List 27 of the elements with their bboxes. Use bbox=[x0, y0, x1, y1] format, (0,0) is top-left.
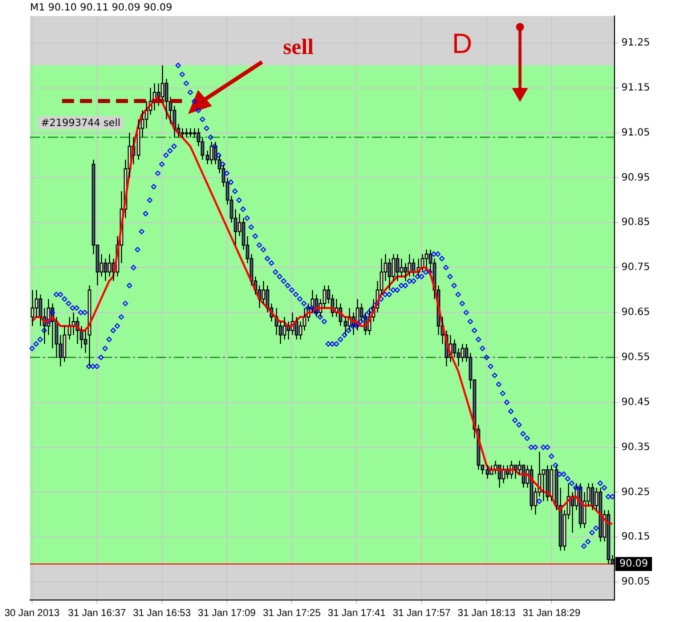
x-tick-label: 31 Jan 17:09 bbox=[198, 608, 256, 619]
x-tick-label: 31 Jan 16:53 bbox=[132, 608, 192, 619]
y-tick-label: 90.85 bbox=[621, 217, 650, 228]
y-tick-label: 91.15 bbox=[621, 82, 650, 94]
annotation: sell bbox=[283, 34, 314, 60]
x-tick-label: 31 Jan 16:37 bbox=[68, 608, 126, 619]
chart-title: M1 90.10 90.11 90.09 90.09 bbox=[30, 2, 172, 14]
x-tick-label: 31 Jan 17:57 bbox=[392, 608, 451, 619]
y-tick-label: 90.65 bbox=[621, 307, 650, 318]
y-tick-label: 90.05 bbox=[621, 576, 650, 588]
y-tick-label: 91.05 bbox=[621, 127, 650, 138]
y-tick-label: 90.35 bbox=[621, 442, 650, 453]
y-tick-label: 90.25 bbox=[621, 486, 650, 498]
x-tick-label: 31 Jan 17:41 bbox=[328, 608, 386, 619]
y-tick-label: 90.55 bbox=[621, 352, 650, 364]
ref-line-label: #21993744 sell bbox=[41, 118, 120, 129]
x-tick-label: 31 Jan 18:29 bbox=[522, 608, 581, 619]
annotation: D bbox=[452, 28, 472, 60]
x-tick-label: 30 Jan 2013 bbox=[4, 608, 60, 619]
y-tick-label: 90.95 bbox=[621, 172, 650, 184]
y-tick-label: 91.25 bbox=[621, 38, 650, 49]
y-tick-label: 90.75 bbox=[621, 262, 650, 274]
ref-line-label: 90.09 bbox=[619, 558, 648, 570]
y-tick-label: 90.45 bbox=[621, 396, 650, 408]
y-tick-label: 90.15 bbox=[621, 532, 650, 543]
x-tick-label: 31 Jan 18:13 bbox=[458, 608, 516, 619]
x-tick-label: 31 Jan 17:25 bbox=[262, 608, 322, 619]
